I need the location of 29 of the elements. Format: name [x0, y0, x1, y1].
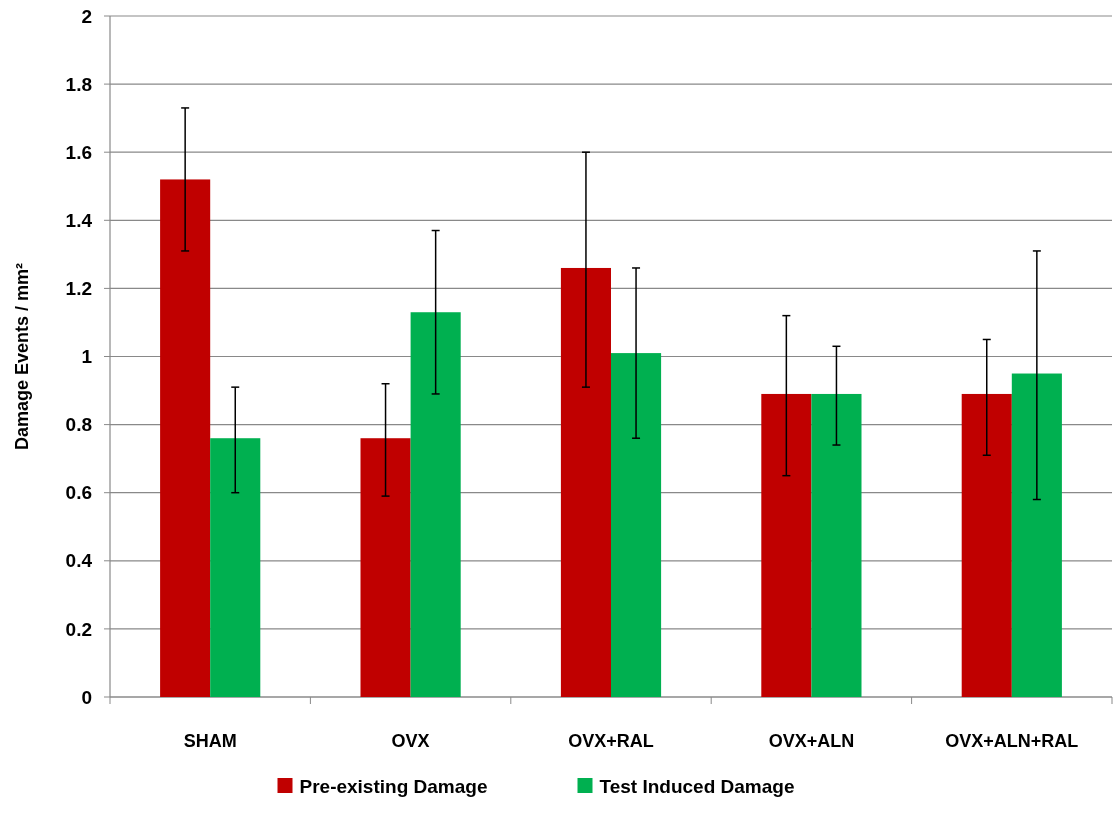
- y-tick-label: 1.4: [65, 209, 93, 231]
- y-tick-label: 2: [81, 5, 92, 27]
- bar: [611, 353, 662, 697]
- y-axis-title: Damage Events / mm²: [12, 262, 32, 451]
- y-tick-label: 0: [81, 686, 92, 708]
- bar: [811, 393, 862, 697]
- y-tick-label: 0.6: [65, 482, 92, 504]
- y-tick-label: 0.4: [65, 550, 93, 572]
- bar: [1011, 373, 1062, 697]
- y-tick-label: 1.8: [65, 73, 92, 95]
- y-tick-label: 1.2: [65, 278, 92, 300]
- y-tick-label: 1.6: [65, 141, 92, 163]
- bar: [961, 393, 1012, 697]
- y-tick-label: 0.2: [65, 618, 92, 640]
- legend-label: Pre-existing Damage: [299, 775, 488, 797]
- bar: [410, 312, 461, 697]
- bar: [160, 179, 211, 697]
- legend-label: Test Induced Damage: [599, 775, 795, 797]
- bar: [761, 393, 812, 697]
- bar: [210, 438, 261, 697]
- x-tick-label: OVX+ALN: [768, 731, 855, 751]
- y-tick-label: 0.8: [65, 414, 92, 436]
- x-tick-label: OVX: [391, 731, 430, 751]
- x-tick-label: OVX+RAL: [568, 731, 654, 751]
- y-tick-label: 1: [81, 346, 93, 368]
- bar: [560, 267, 611, 697]
- x-tick-label: OVX+ALN+RAL: [945, 731, 1079, 751]
- x-tick-label: SHAM: [183, 731, 237, 751]
- bar: [360, 438, 411, 697]
